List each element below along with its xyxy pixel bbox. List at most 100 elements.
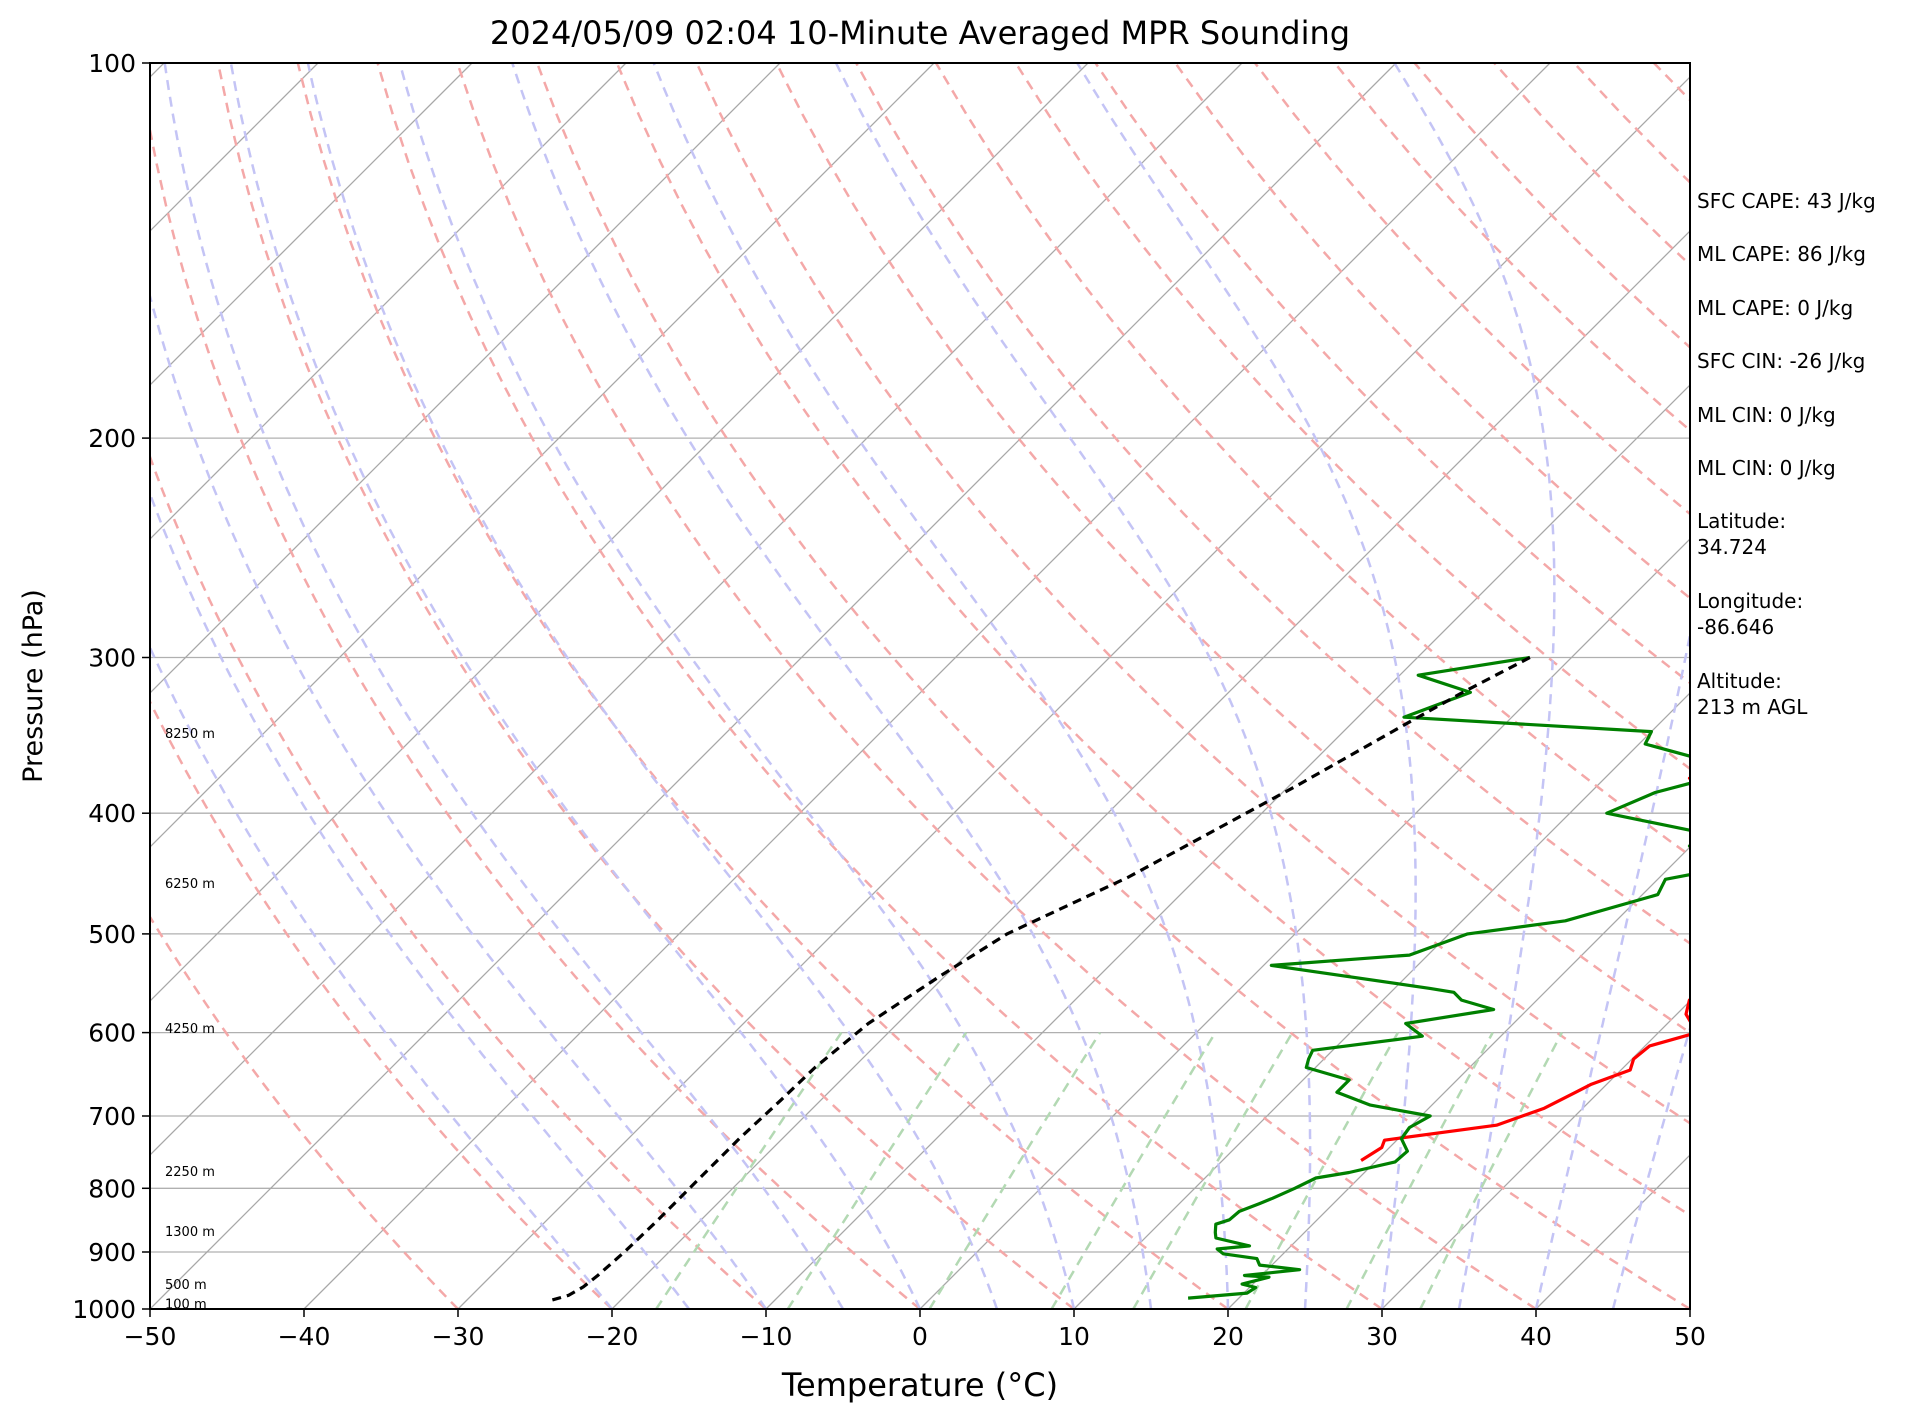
dry-adiabat-line bbox=[775, 63, 1690, 1035]
isotherm-line bbox=[1227, 846, 1690, 1309]
height-label: 1300 m bbox=[165, 1225, 215, 1240]
isotherm-line bbox=[919, 538, 1690, 1309]
dry-adiabat-line bbox=[456, 63, 1537, 1309]
sfc-cin-text: SFC CIN: -26 J/kg bbox=[1697, 349, 1866, 373]
moist-adiabat-line bbox=[306, 63, 999, 1309]
isotherm-line bbox=[1381, 1000, 1690, 1309]
isotherm-line bbox=[0, 63, 10, 1309]
y-tick-label: 300 bbox=[88, 644, 136, 673]
altitude-value: 213 m AGL bbox=[1697, 695, 1808, 719]
x-tick-label: 40 bbox=[1520, 1322, 1552, 1351]
latitude-label: Latitude: bbox=[1697, 509, 1787, 533]
isotherm-line bbox=[150, 63, 473, 386]
latitude-block: Latitude: 34.724 bbox=[1697, 508, 1786, 560]
dry-adiabat-line bbox=[150, 123, 921, 1309]
x-tick-label: 10 bbox=[1058, 1322, 1090, 1351]
x-tick-label: 0 bbox=[912, 1322, 928, 1351]
longitude-label: Longitude: bbox=[1697, 589, 1804, 613]
x-tick-label: −50 bbox=[124, 1322, 177, 1351]
dry-adiabat-line bbox=[296, 63, 1229, 1309]
x-tick-label: 50 bbox=[1674, 1322, 1706, 1351]
temperature-line bbox=[1360, 776, 1690, 1162]
isotherm-line bbox=[303, 63, 1551, 1309]
isotherm-line bbox=[150, 63, 627, 540]
x-tick-label: −30 bbox=[432, 1322, 485, 1351]
x-tick-label: −40 bbox=[278, 1322, 331, 1351]
mixing-ratio-line bbox=[1244, 1031, 1399, 1309]
mixing-ratio-line bbox=[928, 1031, 1102, 1309]
height-label: 2250 m bbox=[165, 1165, 215, 1180]
isotherm-line bbox=[150, 63, 1089, 1002]
dry-adiabat-line bbox=[1174, 63, 1690, 600]
longitude-block: Longitude: -86.646 bbox=[1697, 588, 1803, 640]
ml-cape-text: ML CAPE: 86 J/kg bbox=[1697, 242, 1866, 266]
y-tick-label: 200 bbox=[88, 424, 136, 453]
moist-adiabat-line bbox=[1611, 1024, 1690, 1309]
isotherm-line bbox=[150, 63, 1397, 1309]
mixing-ratio-line bbox=[1419, 1032, 1564, 1309]
plot-frame bbox=[149, 62, 1691, 1310]
x-tick-label: −10 bbox=[740, 1322, 793, 1351]
height-label: 4250 m bbox=[165, 1022, 215, 1037]
dry-adiabat-line bbox=[1094, 63, 1690, 685]
isotherm-line bbox=[150, 63, 935, 848]
data-lines bbox=[548, 655, 1690, 1303]
axes: −50 −40 −30 −20 −10 0 10 20 30 40 50 100 200 300 400 50… bbox=[72, 49, 1706, 1351]
isotherm-line bbox=[1073, 692, 1690, 1309]
moist-adiabat-line bbox=[398, 63, 1076, 1309]
mixing-ratio-line bbox=[1132, 1031, 1294, 1309]
mixing-ratio-line bbox=[1345, 1032, 1494, 1309]
moist-adiabat-line bbox=[1393, 63, 1556, 1309]
dry-adiabat-line bbox=[1014, 63, 1690, 771]
longitude-value: -86.646 bbox=[1697, 615, 1775, 639]
parcel-profile-line bbox=[548, 656, 1531, 1303]
y-tick-label: 600 bbox=[88, 1019, 136, 1048]
dry-adiabat-line bbox=[934, 63, 1690, 858]
y-tick-label: 800 bbox=[88, 1174, 136, 1203]
dry-adiabat-line bbox=[615, 63, 1690, 1217]
altitude-block: Altitude: 213 m AGL bbox=[1697, 668, 1807, 720]
mixing-ratio-line bbox=[1050, 1031, 1217, 1309]
chart-title: 2024/05/09 02:04 10-Minute Averaged MPR … bbox=[490, 14, 1350, 52]
ml-cape-text-2: ML CAPE: 0 J/kg bbox=[1697, 296, 1854, 320]
dry-adiabat-line bbox=[535, 63, 1690, 1309]
x-tick-label: 20 bbox=[1212, 1322, 1244, 1351]
moist-adiabat-line bbox=[511, 63, 1153, 1309]
isotherm-line bbox=[765, 384, 1690, 1309]
y-axis-label: Pressure (hPa) bbox=[18, 589, 49, 783]
moist-adiabat-line bbox=[652, 63, 1230, 1309]
y-tick-label: 500 bbox=[88, 920, 136, 949]
x-tick-label: −20 bbox=[586, 1322, 639, 1351]
height-label: 6250 m bbox=[165, 877, 215, 892]
moist-adiabat-line bbox=[229, 63, 922, 1309]
height-label: 8250 m bbox=[165, 727, 215, 742]
moist-adiabat-line bbox=[150, 490, 691, 1309]
moist-adiabat-line bbox=[1534, 628, 1690, 1309]
isotherm-line bbox=[150, 63, 1243, 1156]
ml-cin-text: ML CIN: 0 J/kg bbox=[1697, 403, 1836, 427]
height-labels: 8250 m 6250 m 4250 m 2250 m 1300 m 500 m 100 m bbox=[165, 727, 215, 1313]
x-tick-label: 30 bbox=[1366, 1322, 1398, 1351]
mixing-ratio-line bbox=[786, 1031, 968, 1309]
dry-adiabat-line bbox=[150, 699, 613, 1309]
height-label: 100 m bbox=[165, 1298, 207, 1313]
latitude-value: 34.724 bbox=[1697, 535, 1767, 559]
y-tick-label: 100 bbox=[88, 49, 136, 78]
dry-adiabat-line bbox=[150, 453, 767, 1309]
y-tick-label: 700 bbox=[88, 1102, 136, 1131]
moist-adiabat-line bbox=[834, 63, 1312, 1309]
moist-adiabat-line bbox=[150, 644, 613, 1309]
sfc-cape-text: SFC CAPE: 43 J/kg bbox=[1697, 189, 1876, 213]
y-tick-label: 400 bbox=[88, 799, 136, 828]
isotherm-line bbox=[611, 230, 1690, 1309]
moist-adiabat-line bbox=[1076, 63, 1417, 1309]
dry-adiabat-line bbox=[150, 914, 459, 1309]
moist-adiabat-line bbox=[163, 63, 845, 1309]
reference-lines bbox=[0, 63, 1690, 1309]
dry-adiabat-line bbox=[695, 63, 1690, 1125]
dewpoint-line bbox=[1187, 655, 1690, 1300]
isotherm-line bbox=[150, 63, 781, 694]
dry-adiabat-line bbox=[216, 63, 1075, 1309]
y-tick-label: 1000 bbox=[72, 1295, 136, 1324]
